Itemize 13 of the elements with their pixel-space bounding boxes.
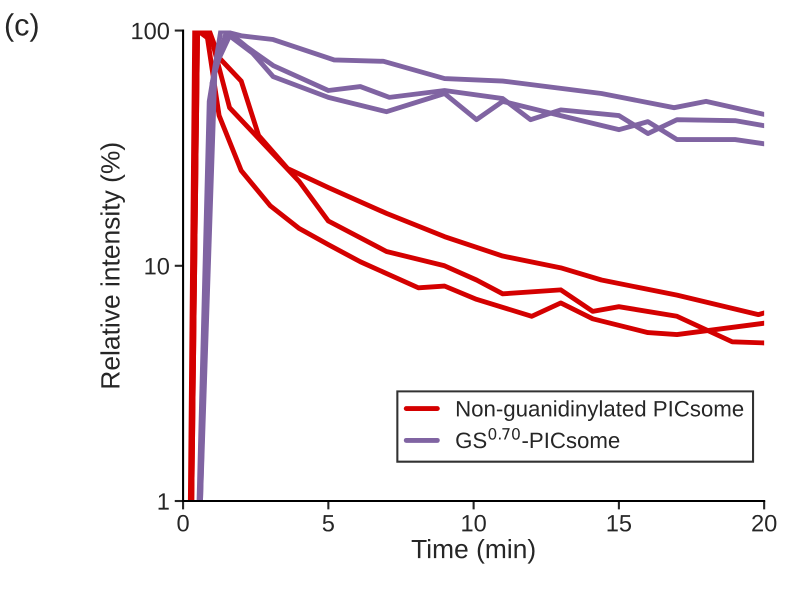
text: (c) bbox=[6, 13, 38, 42]
x-tick-label: 15 bbox=[608, 515, 632, 532]
y-tick-label: 100 bbox=[132, 22, 169, 40]
y-tick-label: 1 bbox=[158, 493, 169, 510]
x-tick-label: 5 bbox=[322, 515, 334, 532]
x-tick-label: 0 bbox=[177, 514, 189, 532]
y-axis-title: Relative intensity (%) bbox=[100, 143, 125, 388]
x-tick-label: 10 bbox=[462, 514, 486, 532]
legend-label: Non-guanidinylated PICsome bbox=[456, 400, 744, 421]
y-tick-label: 10 bbox=[145, 258, 169, 275]
legend-label: GS$^{0.70}$-PICsome bbox=[456, 428, 620, 448]
x-tick-label: 20 bbox=[752, 514, 776, 532]
x-axis-title: Time (min) bbox=[412, 539, 535, 564]
